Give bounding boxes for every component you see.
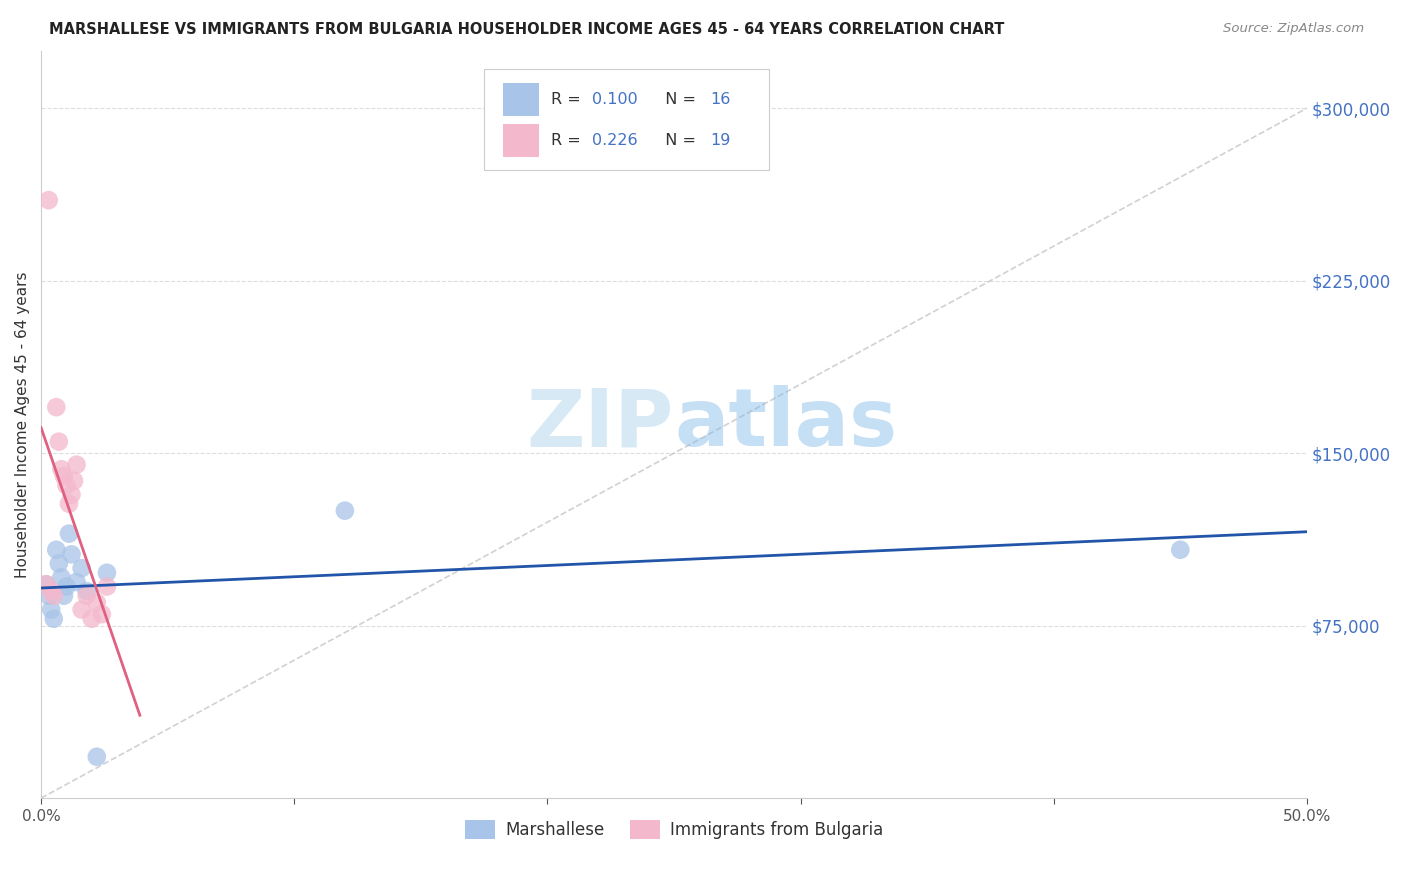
Point — [39, 602, 62, 616]
Point — [58, 497, 80, 511]
Point — [38, 589, 60, 603]
Text: ZIP: ZIP — [527, 385, 673, 464]
Text: 19: 19 — [710, 133, 731, 148]
Point — [55, 478, 77, 492]
Point — [333, 503, 356, 517]
Text: 0.100: 0.100 — [592, 92, 637, 107]
Point — [58, 526, 80, 541]
Point — [51, 570, 73, 584]
Y-axis label: Householder Income Ages 45 - 64 years: Householder Income Ages 45 - 64 years — [15, 271, 30, 578]
Point — [80, 612, 103, 626]
Point — [48, 557, 70, 571]
Text: 16: 16 — [710, 92, 731, 107]
Point — [90, 607, 112, 622]
Point — [76, 589, 98, 603]
Point — [42, 612, 65, 626]
Point — [65, 458, 87, 472]
Point — [35, 577, 58, 591]
Text: N =: N = — [655, 133, 702, 148]
Point — [96, 580, 118, 594]
Point — [42, 589, 65, 603]
Point — [48, 434, 70, 449]
Text: Source: ZipAtlas.com: Source: ZipAtlas.com — [1223, 22, 1364, 36]
Point — [76, 584, 98, 599]
Text: R =: R = — [551, 92, 586, 107]
Point — [1168, 542, 1191, 557]
Point — [70, 561, 93, 575]
Text: MARSHALLESE VS IMMIGRANTS FROM BULGARIA HOUSEHOLDER INCOME AGES 45 - 64 YEARS CO: MARSHALLESE VS IMMIGRANTS FROM BULGARIA … — [49, 22, 1004, 37]
Point — [45, 542, 67, 557]
Text: R =: R = — [551, 133, 586, 148]
Text: atlas: atlas — [673, 385, 897, 464]
Bar — [503, 83, 538, 116]
Point — [60, 547, 83, 561]
Point — [86, 596, 108, 610]
Point — [38, 193, 60, 207]
Legend: Marshallese, Immigrants from Bulgaria: Marshallese, Immigrants from Bulgaria — [458, 814, 890, 846]
Point — [86, 749, 108, 764]
Point — [52, 469, 75, 483]
Bar — [503, 124, 538, 157]
Point — [45, 400, 67, 414]
Point — [65, 574, 87, 589]
Point — [39, 584, 62, 599]
Point — [51, 462, 73, 476]
Text: N =: N = — [655, 92, 702, 107]
Point — [70, 602, 93, 616]
Point — [52, 589, 75, 603]
Point — [63, 474, 86, 488]
Point — [96, 566, 118, 580]
Text: 0.226: 0.226 — [592, 133, 637, 148]
Point — [60, 487, 83, 501]
FancyBboxPatch shape — [484, 70, 769, 170]
Point — [35, 577, 58, 591]
Point — [55, 580, 77, 594]
